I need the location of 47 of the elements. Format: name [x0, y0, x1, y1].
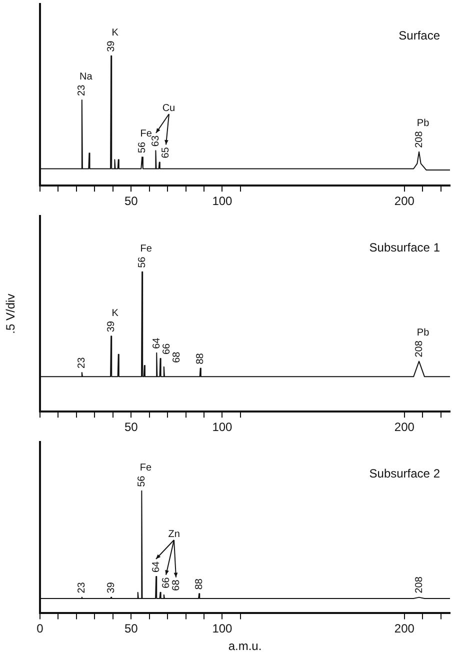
annotation: 66 — [161, 342, 172, 355]
x-tick-label: 100 — [212, 622, 233, 636]
x-tick-label: 50 — [124, 622, 138, 636]
annotation: 66 — [160, 576, 172, 588]
annotation: Fe — [140, 128, 152, 140]
x-tick-label: 50 — [124, 194, 138, 208]
annotation: Na — [80, 72, 93, 83]
chart-title: Surface — [398, 28, 440, 42]
annotation: 56 — [136, 142, 148, 154]
annotation: 39 — [106, 320, 117, 332]
annotation: 208 — [414, 576, 425, 594]
annotation: Zn — [168, 529, 180, 540]
annotation: Fe — [140, 462, 152, 474]
annotation: 208 — [414, 130, 425, 148]
x-tick-label: 50 — [124, 420, 138, 434]
annotation: 23 — [76, 84, 88, 96]
x-tick-label: 200 — [394, 622, 415, 636]
annotation: 68 — [170, 579, 182, 591]
x-tick-label: 200 — [394, 194, 415, 208]
annotation: 65 — [160, 146, 172, 158]
annotation: 64 — [151, 337, 162, 349]
chart-title: Subsurface 2 — [369, 466, 440, 480]
y-axis-title: .5 V/div — [4, 294, 18, 334]
annotation: 39 — [106, 582, 117, 594]
annotation: Pb — [416, 118, 430, 129]
annotation: 56 — [136, 256, 148, 268]
x-tick-label: 100 — [212, 194, 233, 208]
annotation: 64 — [150, 560, 162, 573]
annotation: Cu — [162, 103, 176, 114]
x-tick-label: 0 — [36, 622, 44, 636]
annotation: 208 — [414, 340, 425, 358]
annotation: 63 — [150, 135, 162, 147]
x-tick-label: 200 — [394, 420, 415, 434]
chart-title: Subsurface 1 — [369, 240, 440, 254]
annotation: 68 — [171, 351, 182, 363]
annotation: 88 — [195, 352, 206, 364]
annotation: K — [112, 308, 119, 319]
annotation: Fe — [140, 244, 152, 255]
annotation: 88 — [194, 578, 205, 590]
annotation: Pb — [416, 327, 430, 338]
annotation: 56 — [136, 475, 148, 487]
annotation: 23 — [76, 356, 88, 368]
annotation: 23 — [76, 582, 88, 594]
x-tick-label: 100 — [212, 420, 233, 434]
annotation: K — [112, 28, 119, 39]
annotation: 39 — [106, 40, 117, 52]
x-axis-title: a.m.u. — [228, 639, 262, 654]
